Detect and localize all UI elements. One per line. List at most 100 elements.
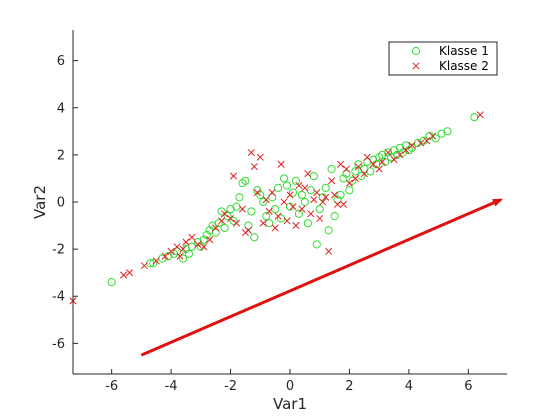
y-tick-label: 2 bbox=[57, 148, 65, 163]
point-klasse-2-stroke bbox=[256, 153, 264, 161]
x-tick-label: 4 bbox=[405, 379, 413, 394]
point-klasse-2-stroke bbox=[173, 243, 181, 251]
point-klasse-2-stroke bbox=[345, 179, 354, 187]
point-klasse-2 bbox=[298, 205, 306, 213]
point-klasse-1 bbox=[149, 259, 158, 268]
point-klasse-2 bbox=[218, 217, 226, 225]
point-klasse-2 bbox=[280, 198, 288, 206]
point-klasse-2-stroke bbox=[334, 200, 342, 208]
point-klasse-2 bbox=[277, 160, 285, 168]
point-klasse-1 bbox=[214, 219, 223, 228]
x-tick-label: -4 bbox=[165, 379, 178, 394]
point-klasse-2-stroke bbox=[402, 146, 410, 154]
point-klasse-2 bbox=[336, 160, 345, 168]
point-klasse-2-stroke bbox=[253, 189, 261, 197]
point-klasse-2 bbox=[325, 247, 333, 256]
point-klasse-2-stroke bbox=[298, 205, 306, 213]
data-points bbox=[69, 111, 484, 305]
point-klasse-2 bbox=[301, 184, 309, 192]
point-klasse-1 bbox=[303, 219, 312, 228]
point-klasse-2-stroke bbox=[188, 233, 196, 241]
point-klasse-2 bbox=[259, 219, 267, 227]
point-klasse-2-stroke bbox=[286, 191, 294, 199]
point-klasse-1 bbox=[336, 190, 345, 200]
point-klasse-2 bbox=[229, 172, 238, 180]
point-klasse-1 bbox=[247, 207, 256, 216]
legend-label: Klasse 1 bbox=[439, 44, 489, 58]
point-klasse-2 bbox=[429, 132, 437, 140]
point-klasse-1 bbox=[312, 240, 321, 249]
point-klasse-1 bbox=[342, 169, 351, 178]
point-klasse-2 bbox=[345, 179, 354, 187]
point-klasse-2-stroke bbox=[176, 252, 184, 260]
point-klasse-2 bbox=[253, 189, 261, 197]
point-klasse-2-stroke bbox=[307, 210, 315, 218]
point-klasse-1 bbox=[294, 209, 304, 218]
point-klasse-2-stroke bbox=[212, 224, 220, 232]
point-klasse-1 bbox=[202, 230, 211, 240]
point-klasse-2-stroke bbox=[283, 217, 291, 225]
point-klasse-1 bbox=[333, 195, 342, 204]
point-klasse-1 bbox=[250, 233, 259, 242]
point-klasse-2 bbox=[310, 196, 318, 204]
point-klasse-2-stroke bbox=[274, 212, 282, 220]
point-klasse-2 bbox=[125, 269, 134, 277]
point-klasse-2-stroke bbox=[310, 196, 318, 204]
point-klasse-2-stroke bbox=[429, 132, 437, 140]
x-tick-label: -2 bbox=[224, 379, 237, 394]
point-klasse-2-stroke bbox=[226, 214, 235, 223]
point-klasse-2-stroke bbox=[301, 184, 309, 192]
point-klasse-2 bbox=[339, 200, 348, 208]
point-klasse-2-stroke bbox=[268, 189, 276, 197]
point-klasse-2-stroke bbox=[396, 151, 404, 159]
point-klasse-2-stroke bbox=[221, 210, 229, 218]
point-klasse-2-stroke bbox=[277, 160, 285, 168]
point-klasse-2-stroke bbox=[304, 170, 312, 178]
point-klasse-2 bbox=[194, 240, 202, 248]
legend-label: Klasse 2 bbox=[439, 59, 489, 73]
point-klasse-2-stroke bbox=[363, 153, 371, 161]
annotations bbox=[140, 198, 503, 357]
point-klasse-2 bbox=[328, 177, 336, 185]
point-klasse-2 bbox=[256, 153, 264, 161]
point-klasse-1 bbox=[199, 235, 208, 244]
point-klasse-2 bbox=[304, 170, 312, 178]
point-klasse-2-stroke bbox=[265, 207, 273, 215]
point-klasse-2-stroke bbox=[342, 165, 351, 173]
point-klasse-2 bbox=[384, 148, 392, 157]
point-klasse-2 bbox=[363, 153, 371, 161]
point-klasse-2 bbox=[417, 139, 425, 147]
legend-marker-x bbox=[412, 62, 420, 70]
point-klasse-2-stroke bbox=[313, 189, 321, 197]
point-klasse-2-stroke bbox=[259, 219, 267, 227]
point-klasse-1 bbox=[235, 193, 244, 202]
y-tick-label: 0 bbox=[57, 196, 65, 211]
point-klasse-2 bbox=[378, 158, 386, 166]
point-klasse-2-stroke bbox=[194, 240, 202, 248]
x-axis-label: Var1 bbox=[273, 395, 307, 413]
point-klasse-2 bbox=[244, 226, 252, 234]
point-klasse-1 bbox=[354, 160, 363, 169]
point-klasse-2 bbox=[375, 165, 383, 173]
point-klasse-1 bbox=[265, 219, 274, 228]
point-klasse-2 bbox=[307, 210, 315, 218]
point-klasse-2-stroke bbox=[218, 217, 226, 225]
point-klasse-1 bbox=[220, 223, 229, 233]
point-klasse-1 bbox=[282, 181, 292, 190]
point-klasse-1 bbox=[274, 183, 283, 192]
point-klasse-1 bbox=[288, 188, 298, 197]
point-klasse-1 bbox=[229, 216, 238, 225]
point-klasse-2-stroke bbox=[423, 137, 431, 145]
point-klasse-2-stroke bbox=[316, 214, 324, 223]
point-klasse-1 bbox=[339, 174, 348, 183]
point-klasse-2 bbox=[319, 198, 327, 206]
point-klasse-2-stroke bbox=[271, 224, 279, 232]
point-klasse-2-stroke bbox=[140, 262, 148, 270]
point-klasse-2 bbox=[271, 224, 279, 232]
x-tick-label: 2 bbox=[345, 379, 353, 394]
point-klasse-2-stroke bbox=[289, 203, 297, 211]
point-klasse-2 bbox=[295, 181, 303, 190]
point-klasse-2-stroke bbox=[476, 111, 484, 119]
